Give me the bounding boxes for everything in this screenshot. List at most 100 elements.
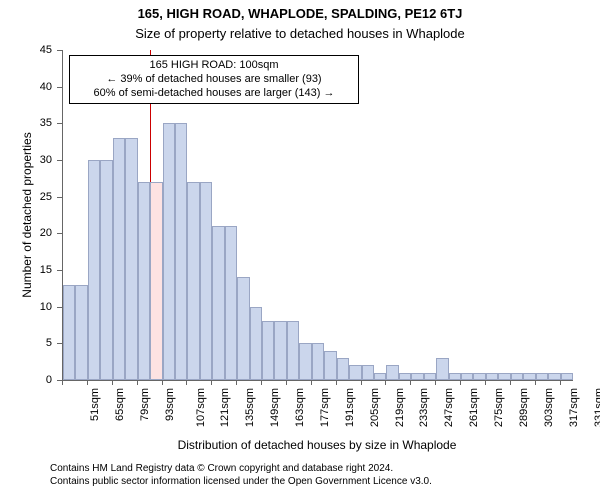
histogram-bar bbox=[337, 358, 349, 380]
histogram-bar bbox=[536, 373, 548, 380]
x-tick-mark bbox=[286, 380, 287, 385]
y-tick-label: 0 bbox=[0, 374, 52, 386]
y-tick-label: 35 bbox=[0, 117, 52, 129]
annotation-line: 60% of semi-detached houses are larger (… bbox=[74, 87, 354, 101]
histogram-bar bbox=[324, 351, 336, 380]
x-tick-mark bbox=[410, 380, 411, 385]
y-tick-mark bbox=[57, 197, 62, 198]
histogram-bar bbox=[548, 373, 560, 380]
histogram-bar bbox=[163, 123, 175, 380]
y-tick-mark bbox=[57, 160, 62, 161]
histogram-bar bbox=[411, 373, 423, 380]
histogram-bar bbox=[523, 373, 535, 380]
y-tick-label: 15 bbox=[0, 264, 52, 276]
chart-container: 165, HIGH ROAD, WHAPLODE, SPALDING, PE12… bbox=[0, 0, 600, 500]
x-tick-label: 79sqm bbox=[139, 388, 151, 421]
x-tick-mark bbox=[87, 380, 88, 385]
x-tick-mark bbox=[112, 380, 113, 385]
histogram-bar bbox=[461, 373, 473, 380]
x-tick-mark bbox=[510, 380, 511, 385]
x-tick-label: 163sqm bbox=[294, 388, 306, 427]
histogram-bar bbox=[362, 365, 374, 380]
y-tick-label: 10 bbox=[0, 301, 52, 313]
histogram-bar bbox=[262, 321, 274, 380]
x-tick-label: 149sqm bbox=[269, 388, 281, 427]
x-tick-mark bbox=[162, 380, 163, 385]
plot-area: 165 HIGH ROAD: 100sqm← 39% of detached h… bbox=[62, 50, 573, 381]
x-tick-mark bbox=[336, 380, 337, 385]
x-tick-mark bbox=[311, 380, 312, 385]
histogram-bar bbox=[386, 365, 398, 380]
annotation-line: ← 39% of detached houses are smaller (93… bbox=[74, 73, 354, 87]
x-tick-mark bbox=[435, 380, 436, 385]
y-tick-label: 30 bbox=[0, 154, 52, 166]
histogram-bar bbox=[498, 373, 510, 380]
x-tick-label: 219sqm bbox=[394, 388, 406, 427]
x-tick-label: 135sqm bbox=[244, 388, 256, 427]
annotation-box: 165 HIGH ROAD: 100sqm← 39% of detached h… bbox=[69, 55, 359, 104]
x-tick-label: 65sqm bbox=[114, 388, 126, 421]
x-tick-mark bbox=[261, 380, 262, 385]
y-tick-label: 25 bbox=[0, 191, 52, 203]
x-tick-mark bbox=[236, 380, 237, 385]
histogram-bar bbox=[225, 226, 237, 380]
histogram-bar bbox=[349, 365, 361, 380]
x-tick-label: 331sqm bbox=[593, 388, 600, 427]
y-tick-label: 20 bbox=[0, 227, 52, 239]
x-tick-mark bbox=[460, 380, 461, 385]
x-tick-mark bbox=[186, 380, 187, 385]
title-sub: Size of property relative to detached ho… bbox=[0, 26, 600, 41]
y-tick-mark bbox=[57, 50, 62, 51]
attribution-text: Contains HM Land Registry data © Crown c… bbox=[50, 462, 432, 488]
histogram-bar bbox=[399, 373, 411, 380]
histogram-bar bbox=[287, 321, 299, 380]
y-tick-mark bbox=[57, 270, 62, 271]
x-tick-label: 289sqm bbox=[518, 388, 530, 427]
histogram-bar bbox=[100, 160, 112, 380]
x-tick-label: 233sqm bbox=[419, 388, 431, 427]
x-tick-mark bbox=[560, 380, 561, 385]
x-tick-label: 107sqm bbox=[195, 388, 207, 427]
y-tick-mark bbox=[57, 87, 62, 88]
y-tick-label: 40 bbox=[0, 81, 52, 93]
x-tick-label: 261sqm bbox=[468, 388, 480, 427]
x-tick-mark bbox=[137, 380, 138, 385]
x-tick-label: 317sqm bbox=[568, 388, 580, 427]
histogram-bar bbox=[75, 285, 87, 380]
histogram-bar bbox=[113, 138, 125, 380]
x-tick-label: 247sqm bbox=[443, 388, 455, 427]
title-main: 165, HIGH ROAD, WHAPLODE, SPALDING, PE12… bbox=[0, 6, 600, 21]
x-tick-mark bbox=[385, 380, 386, 385]
histogram-bar bbox=[299, 343, 311, 380]
x-tick-label: 275sqm bbox=[493, 388, 505, 427]
histogram-bar bbox=[424, 373, 436, 380]
histogram-bar bbox=[473, 373, 485, 380]
histogram-bar bbox=[250, 307, 262, 380]
histogram-bar bbox=[312, 343, 324, 380]
x-tick-mark bbox=[535, 380, 536, 385]
x-tick-label: 191sqm bbox=[344, 388, 356, 427]
y-axis-label: Number of detached properties bbox=[20, 50, 34, 380]
histogram-bar bbox=[237, 277, 249, 380]
x-tick-mark bbox=[62, 380, 63, 385]
x-tick-label: 303sqm bbox=[543, 388, 555, 427]
histogram-bar bbox=[187, 182, 199, 380]
histogram-bar bbox=[511, 373, 523, 380]
histogram-bar bbox=[212, 226, 224, 380]
x-tick-label: 93sqm bbox=[164, 388, 176, 421]
histogram-bar bbox=[374, 373, 386, 380]
y-tick-mark bbox=[57, 123, 62, 124]
y-tick-mark bbox=[57, 233, 62, 234]
histogram-bar bbox=[175, 123, 187, 380]
histogram-bar bbox=[561, 373, 573, 380]
x-tick-mark bbox=[211, 380, 212, 385]
x-tick-label: 121sqm bbox=[220, 388, 232, 427]
y-tick-mark bbox=[57, 343, 62, 344]
x-tick-mark bbox=[361, 380, 362, 385]
histogram-bar bbox=[200, 182, 212, 380]
y-tick-label: 45 bbox=[0, 44, 52, 56]
histogram-bar bbox=[63, 285, 75, 380]
histogram-bar bbox=[486, 373, 498, 380]
histogram-bar bbox=[138, 182, 150, 380]
histogram-bar bbox=[449, 373, 461, 380]
